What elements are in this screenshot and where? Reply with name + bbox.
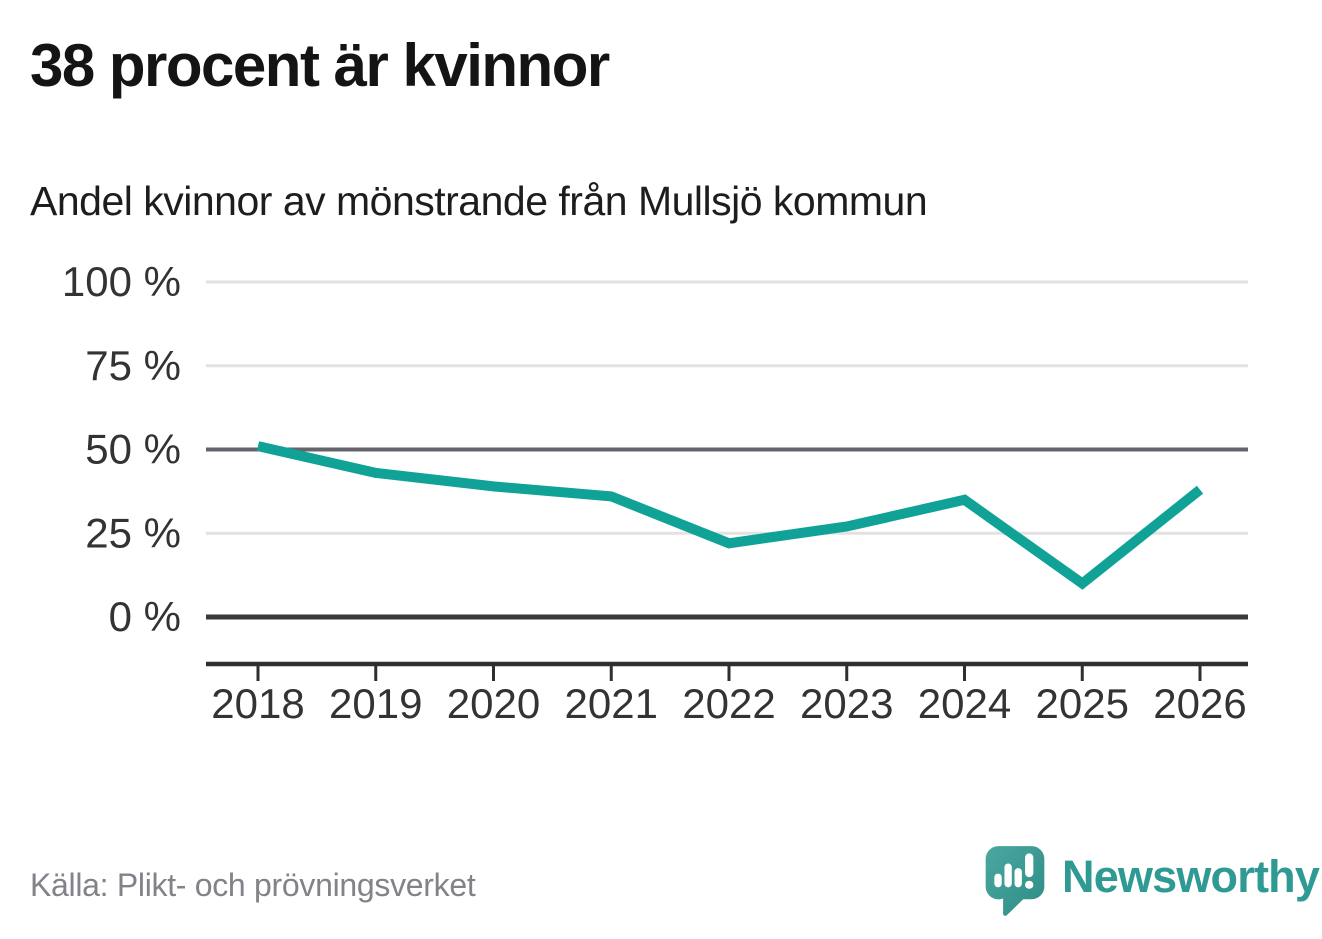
logo-bar-1 [994,873,1002,888]
chart-subtitle: Andel kvinnor av mönstrande från Mullsjö… [30,178,928,224]
y-axis-tick-label: 0 % [109,593,181,640]
y-axis-tick-label: 75 % [85,342,181,389]
page-title: 38 procent är kvinnor [30,32,610,99]
data-line-andel-kvinnor [256,441,1204,590]
logo-bar-3 [1014,868,1022,888]
newsworthy-logo-text: Newsworthy [1062,851,1320,902]
y-axis-tick-label: 50 % [85,426,181,473]
logo-exclamation-dot [1025,880,1034,889]
x-axis-tick-label: 2018 [211,680,304,727]
y-axis-tick-label: 100 % [62,258,181,305]
x-axis-tick-label: 2021 [565,680,658,727]
logo-bar-2 [1004,863,1012,888]
x-axis-tick-label: 2026 [1153,680,1246,727]
newsworthy-speech-bubble-chart-icon [985,846,1045,916]
x-axis-tick-label: 2025 [1036,680,1129,727]
x-axis-tick-label: 2019 [329,680,422,727]
y-axis-tick-label: 25 % [85,509,181,556]
logo-exclamation-bar [1025,853,1034,878]
x-axis-tick-label: 2023 [800,680,893,727]
x-axis-tick-label: 2022 [682,680,775,727]
x-axis-tick-label: 2024 [918,680,1011,727]
source-text: Källa: Plikt- och prövningsverket [30,867,476,903]
newsworthy-logo: Newsworthy [982,842,1320,918]
x-axis-tick-label: 2020 [447,680,540,727]
